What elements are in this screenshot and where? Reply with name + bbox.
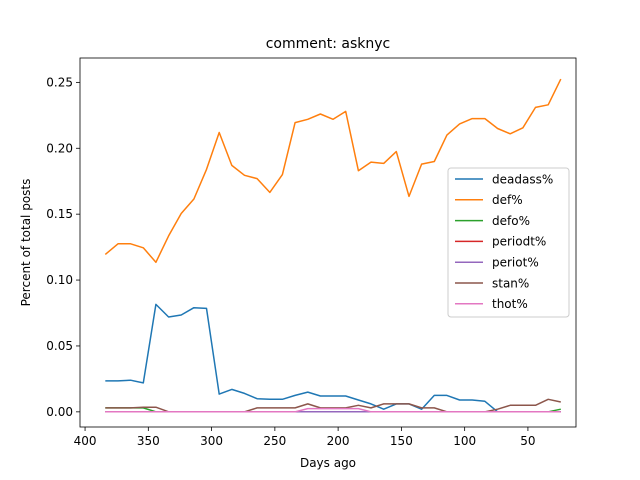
legend-label-periodt: periodt% [492,235,546,249]
x-tick-label: 150 [390,434,413,448]
x-tick-label: 350 [137,434,160,448]
y-tick-label: 0.15 [46,207,73,221]
series-line-def [104,78,562,264]
axes-frame [79,57,577,428]
y-tick-label: 0.05 [46,339,73,353]
legend-label-def: def% [492,193,523,207]
legend-label-defo: defo% [492,214,530,228]
y-tick-label: 0.00 [46,405,73,419]
x-tick-label: 250 [263,434,286,448]
chart-title: comment: asknyc [266,36,391,52]
legend-box [447,167,570,318]
y-axis-label: Percent of total posts [19,179,33,307]
legend: deadass% def% defo% periodt% periot% stan% tho… [447,167,570,318]
series-line-thot [105,407,561,413]
legend-label-thot: thot% [492,297,528,311]
x-axis-label: Days ago [300,456,356,470]
x-tick-label: 300 [200,434,223,448]
series-line-deadass [105,303,561,413]
y-axis-ticks: 0.00 0.05 0.10 0.15 0.20 0.25 [46,75,80,419]
x-tick-label: 100 [453,434,476,448]
y-tick-label: 0.10 [46,273,73,287]
legend-label-periot: periot% [492,256,539,270]
plot-area [79,57,577,428]
y-tick-label: 0.25 [46,75,73,89]
x-tick-label: 50 [520,434,535,448]
x-axis-ticks: 400 350 300 250 200 150 100 50 [74,427,536,448]
series-lines [104,78,562,413]
legend-label-stan: stan% [492,276,529,290]
x-tick-label: 200 [327,434,350,448]
y-tick-label: 0.20 [46,141,73,155]
legend-label-deadass: deadass% [492,172,553,186]
x-tick-label: 400 [74,434,97,448]
